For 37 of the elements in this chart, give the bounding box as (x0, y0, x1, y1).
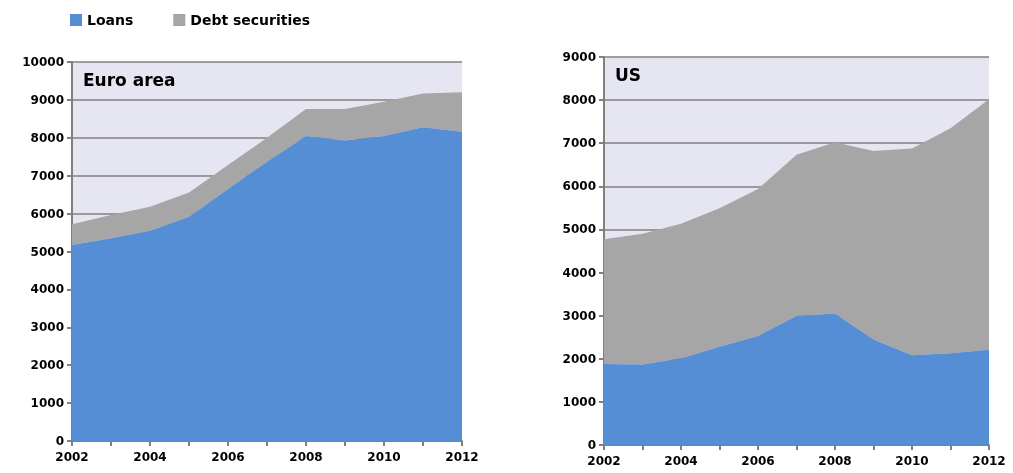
x-tick-label: 2006 (211, 450, 245, 464)
y-tick-label: 1000 (562, 394, 596, 409)
y-tick-label: 0 (587, 438, 596, 452)
y-tick-label: 0 (55, 434, 64, 448)
text: Euro area (83, 69, 176, 90)
y-tick-label: 6000 (562, 179, 596, 194)
x-tick-label: 2004 (133, 450, 167, 464)
y-tick-label: 8000 (562, 93, 596, 108)
x-tick-label: 2008 (289, 450, 323, 464)
y-tick-label: 1000 (30, 396, 64, 411)
x-tick-label: 2004 (664, 454, 698, 468)
text: US (615, 64, 642, 85)
legend-label: Loans (87, 12, 134, 28)
x-tick-label: 2002 (55, 450, 89, 464)
y-tick-label: 3000 (30, 320, 64, 335)
x-tick-label: 2010 (895, 454, 929, 468)
y-tick-label: 3000 (562, 308, 596, 323)
y-tick-label: 9000 (562, 50, 596, 64)
legend-label: Debt securities (190, 12, 311, 28)
y-tick-label: 6000 (30, 206, 64, 221)
x-tick-label: 2012 (445, 450, 479, 464)
y-tick-label: 5000 (562, 222, 596, 237)
y-tick-label: 10000 (22, 55, 64, 69)
y-tick-label: 4000 (30, 282, 64, 297)
y-tick-label: 9000 (30, 92, 64, 107)
x-tick-label: 2006 (741, 454, 775, 468)
y-tick-label: 5000 (30, 244, 64, 259)
y-tick-label: 7000 (562, 136, 596, 151)
x-tick-label: 2008 (818, 454, 852, 468)
y-tick-label: 4000 (562, 265, 596, 280)
y-tick-label: 2000 (562, 351, 596, 366)
y-tick-label: 8000 (30, 130, 64, 145)
y-tick-label: 7000 (30, 168, 64, 183)
x-tick-label: 2012 (972, 454, 1006, 468)
x-tick-label: 2010 (367, 450, 401, 464)
y-tick-label: 2000 (30, 358, 64, 373)
x-tick-label: 2002 (587, 454, 621, 468)
